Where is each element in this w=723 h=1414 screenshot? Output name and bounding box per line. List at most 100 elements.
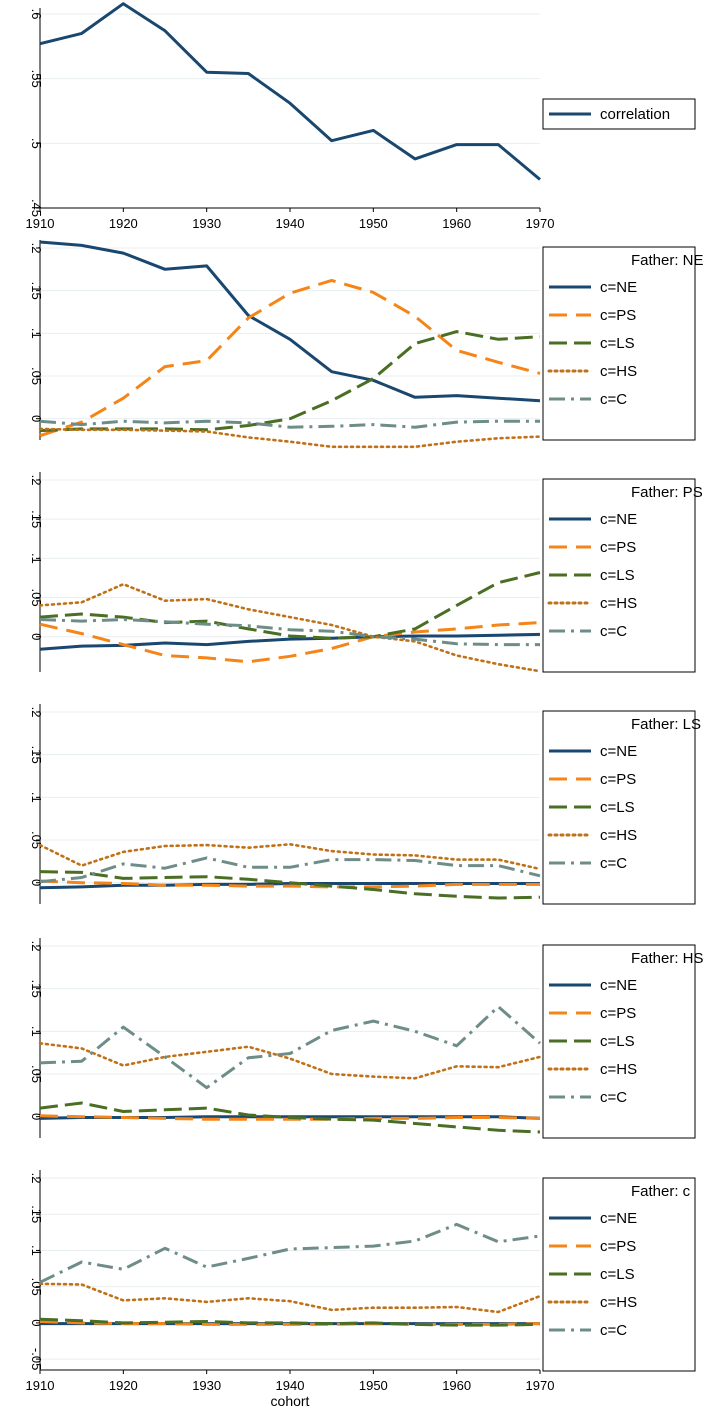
- series-line-ps: [39, 1114, 541, 1121]
- y-tick-label: .55: [29, 70, 44, 88]
- legend-label: c=LS: [600, 1266, 635, 1283]
- x-tick-label: 1920: [109, 1378, 138, 1393]
- y-tick-label: .1: [29, 1026, 44, 1037]
- y-tick-label: 0: [29, 415, 44, 422]
- legend-label: c=HS: [600, 363, 637, 380]
- x-tick-label: 1940: [276, 1378, 305, 1393]
- legend-label: c=HS: [600, 827, 637, 844]
- legend-box: [542, 98, 696, 130]
- panel-father_hs: 0 .05 .1 .15 .2 Father: HS c=NE c=PS c=LS c=HS c=C: [29, 938, 704, 1139]
- x-tick-label: 1910: [26, 216, 55, 231]
- y-tick-label: .1: [29, 1245, 44, 1256]
- y-tick-label: .15: [29, 1205, 44, 1223]
- legend: Father: HS c=NE c=PS c=LS c=HS c=C: [542, 944, 704, 1139]
- legend: correlation: [542, 98, 696, 130]
- series-line-c: [39, 856, 541, 884]
- series-line-ls: [39, 330, 541, 433]
- legend-title: Father: HS: [631, 950, 704, 967]
- legend-label: c=LS: [600, 799, 635, 816]
- legend-box: [542, 478, 696, 673]
- y-tick-label: .1: [29, 792, 44, 803]
- x-axis-label: cohort: [271, 1393, 310, 1409]
- legend-label: c=NE: [600, 977, 637, 994]
- series-line-hs: [38, 842, 542, 871]
- x-tick-label: 1910: [26, 1378, 55, 1393]
- y-tick-label: .6: [29, 9, 44, 20]
- series-line-c: [39, 618, 540, 647]
- x-tick-label: 1940: [276, 216, 305, 231]
- legend-label: c=PS: [600, 539, 636, 556]
- x-tick-label: 1960: [442, 216, 471, 231]
- legend-label: c=LS: [600, 567, 635, 584]
- series-line-correlation: [39, 2, 541, 181]
- legend-title: Father: PS: [631, 484, 703, 501]
- y-tick-label: 0: [29, 879, 44, 886]
- series-line-ne: [39, 240, 541, 403]
- y-tick-label: .2: [29, 475, 44, 486]
- legend-label: c=C: [600, 1089, 627, 1106]
- x-tick-label: 1950: [359, 216, 388, 231]
- series-line-hs: [38, 1042, 542, 1080]
- legend-box: [542, 710, 696, 905]
- panel-father_ne: 0 .05 .1 .15 .2 Father: NE c=NE c=PS c=LS c=HS c=C: [29, 240, 704, 449]
- series-line-hs: [38, 427, 542, 449]
- y-tick-label: .5: [29, 138, 44, 149]
- y-tick-label: .05: [29, 1065, 44, 1083]
- y-tick-label: 0: [29, 1319, 44, 1326]
- y-tick-label: .1: [29, 553, 44, 564]
- y-tick-label: .15: [29, 282, 44, 300]
- legend-label: c=LS: [600, 335, 635, 352]
- y-tick-label: .15: [29, 510, 44, 528]
- legend-label: c=C: [600, 391, 627, 408]
- legend-box: [542, 246, 696, 441]
- x-tick-label: 1930: [192, 1378, 221, 1393]
- legend-label: c=HS: [600, 1061, 637, 1078]
- x-tick-label: 1960: [442, 1378, 471, 1393]
- series-line-ps: [39, 879, 540, 889]
- y-tick-label: .45: [29, 199, 44, 217]
- legend: Father: LS c=NE c=PS c=LS c=HS c=C: [542, 710, 701, 905]
- legend-box: [542, 1177, 696, 1372]
- legend-label: c=LS: [600, 1033, 635, 1050]
- x-tick-label: 1930: [192, 216, 221, 231]
- y-tick-label: .1: [29, 328, 44, 339]
- legend-label: c=PS: [600, 1005, 636, 1022]
- legend-label: c=C: [600, 1322, 627, 1339]
- legend-title: Father: c: [631, 1183, 691, 1200]
- x-tick-label: 1970: [526, 216, 555, 231]
- legend-title: Father: NE: [631, 252, 704, 269]
- series-line-ls: [39, 870, 541, 900]
- x-tick-label: 1920: [109, 216, 138, 231]
- legend-label: correlation: [600, 106, 670, 123]
- series-line-ps: [39, 278, 541, 438]
- legend-label: c=PS: [600, 307, 636, 324]
- legend-label: c=C: [600, 623, 627, 640]
- legend-label: c=NE: [600, 511, 637, 528]
- y-tick-label: .2: [29, 243, 44, 254]
- series-line-c: [39, 419, 540, 429]
- legend-label: c=NE: [600, 1210, 637, 1227]
- series-line-c: [39, 1005, 541, 1090]
- legend: Father: c c=NE c=PS c=LS c=HS c=C: [542, 1177, 696, 1372]
- y-tick-label: 0: [29, 1113, 44, 1120]
- y-tick-label: .2: [29, 941, 44, 952]
- legend-title: Father: LS: [631, 716, 701, 733]
- legend: Father: PS c=NE c=PS c=LS c=HS c=C: [542, 478, 703, 673]
- x-tick-label: 1970: [526, 1378, 555, 1393]
- y-tick-label: .2: [29, 1173, 44, 1184]
- legend-label: c=NE: [600, 743, 637, 760]
- y-tick-label: .15: [29, 746, 44, 764]
- y-tick-label: .15: [29, 980, 44, 998]
- series-line-c: [39, 1222, 541, 1284]
- y-tick-label: -.05: [29, 1348, 44, 1370]
- legend-label: c=HS: [600, 1294, 637, 1311]
- series-line-hs: [38, 1282, 542, 1314]
- legend-label: c=PS: [600, 771, 636, 788]
- legend: Father: NE c=NE c=PS c=LS c=HS c=C: [542, 246, 704, 441]
- legend-label: c=NE: [600, 279, 637, 296]
- y-tick-label: .05: [29, 589, 44, 607]
- series-line-ls: [39, 1101, 541, 1134]
